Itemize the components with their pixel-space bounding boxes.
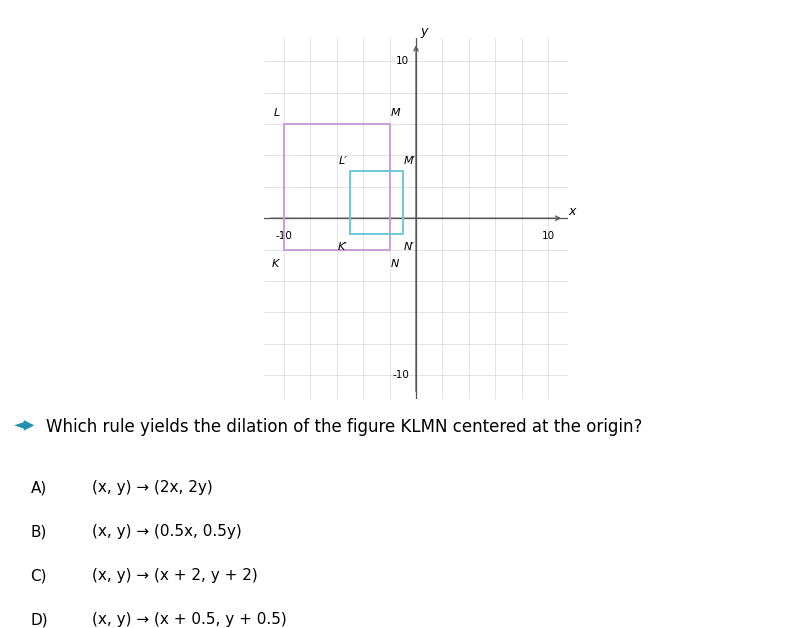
Text: D): D) [30, 612, 48, 627]
Text: (x, y) → (0.5x, 0.5y): (x, y) → (0.5x, 0.5y) [92, 524, 242, 539]
Text: K: K [271, 259, 278, 269]
Text: 10: 10 [542, 231, 554, 241]
Text: y: y [420, 24, 427, 38]
Text: -10: -10 [393, 371, 410, 380]
Text: N: N [391, 259, 399, 269]
Text: ◄▶: ◄▶ [14, 418, 36, 431]
Text: Which rule yields the dilation of the figure KLMN centered at the origin?: Which rule yields the dilation of the fi… [46, 418, 642, 436]
Text: L′: L′ [338, 156, 347, 166]
Text: (x, y) → (x + 2, y + 2): (x, y) → (x + 2, y + 2) [92, 568, 258, 583]
Text: x: x [568, 205, 575, 219]
Text: M′: M′ [404, 156, 416, 166]
Text: (x, y) → (x + 0.5, y + 0.5): (x, y) → (x + 0.5, y + 0.5) [92, 612, 286, 627]
Text: N′: N′ [404, 242, 415, 252]
Text: K′: K′ [338, 242, 347, 252]
Text: L: L [274, 108, 280, 118]
Text: M: M [391, 108, 401, 118]
Text: -10: -10 [275, 231, 292, 241]
Text: 10: 10 [396, 57, 410, 66]
Text: A): A) [30, 480, 46, 495]
Text: C): C) [30, 568, 47, 583]
Text: B): B) [30, 524, 46, 539]
Text: (x, y) → (2x, 2y): (x, y) → (2x, 2y) [92, 480, 213, 495]
